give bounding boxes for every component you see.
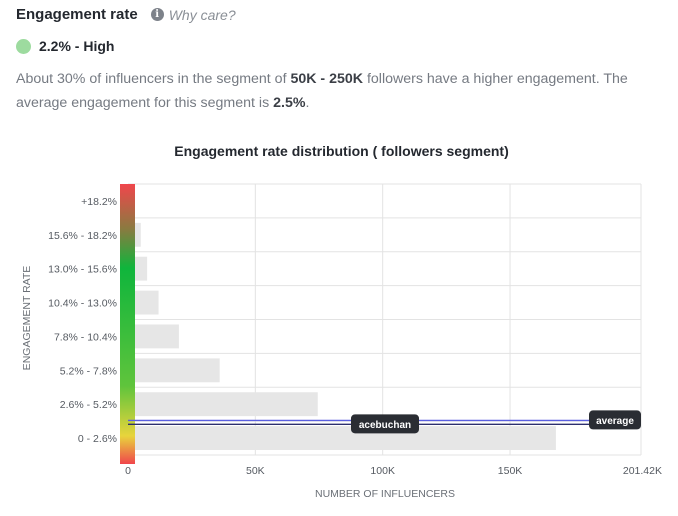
segment-average: 2.5% (273, 95, 306, 111)
average-marker-tag[interactable]: average (589, 410, 641, 430)
desc-part: . (305, 95, 310, 111)
y-tick-label: 5.2% - 7.8% (60, 365, 117, 377)
y-tick-label: 13.0% - 15.6% (48, 264, 117, 276)
status-dot-icon (16, 38, 31, 54)
y-tick-label: 7.8% - 10.4% (54, 331, 117, 343)
bar-3[interactable] (128, 290, 159, 315)
user-marker-tag[interactable]: acebuchan (351, 414, 419, 434)
y-tick-label: +18.2% (81, 196, 117, 208)
y-tick-label: 0 - 2.6% (78, 433, 117, 445)
x-tick-label: 50K (246, 465, 265, 477)
y-tick-label: 15.6% - 18.2% (48, 230, 117, 242)
x-tick-label: 100K (370, 465, 395, 477)
chart-title: Engagement rate distribution ( followers… (174, 143, 509, 159)
desc-part: followers have a higher engagement. The … (16, 71, 628, 111)
engagement-header: Engagement rate i Why care? (16, 6, 236, 23)
x-tick-label: 0 (125, 465, 131, 477)
desc-part: About 30% of influencers in the segment … (16, 71, 291, 87)
info-icon[interactable]: i (150, 8, 164, 21)
y-tick-label: 2.6% - 5.2% (60, 399, 117, 411)
user-tag-bg (351, 414, 419, 434)
engagement-description: About 30% of influencers in the segment … (16, 67, 666, 115)
section-title: Engagement rate (16, 6, 138, 23)
bar-6[interactable] (128, 392, 318, 417)
bar-7[interactable] (128, 426, 556, 450)
average-tag-label: average (596, 416, 634, 427)
engagement-rate-row: 2.2% - High (16, 38, 114, 54)
average-tag-bg (589, 410, 641, 430)
why-care-link[interactable]: Why care? (168, 6, 236, 23)
x-tick-label: 150K (498, 465, 523, 477)
segment-range: 50K - 250K (290, 71, 364, 87)
bar-4[interactable] (128, 324, 179, 349)
y-tick-label: 10.4% - 13.0% (48, 298, 117, 310)
x-axis-label: NUMBER OF INFLUENCERS (315, 488, 455, 500)
bar-5[interactable] (128, 358, 220, 383)
engagement-gradient-strip (120, 184, 135, 464)
y-axis-label: ENGAGEMENT RATE (21, 266, 33, 371)
user-tag-label: acebuchan (359, 420, 411, 431)
engagement-rate-value: 2.2% - High (39, 38, 115, 54)
x-tick-label: 201.42K (623, 465, 662, 477)
